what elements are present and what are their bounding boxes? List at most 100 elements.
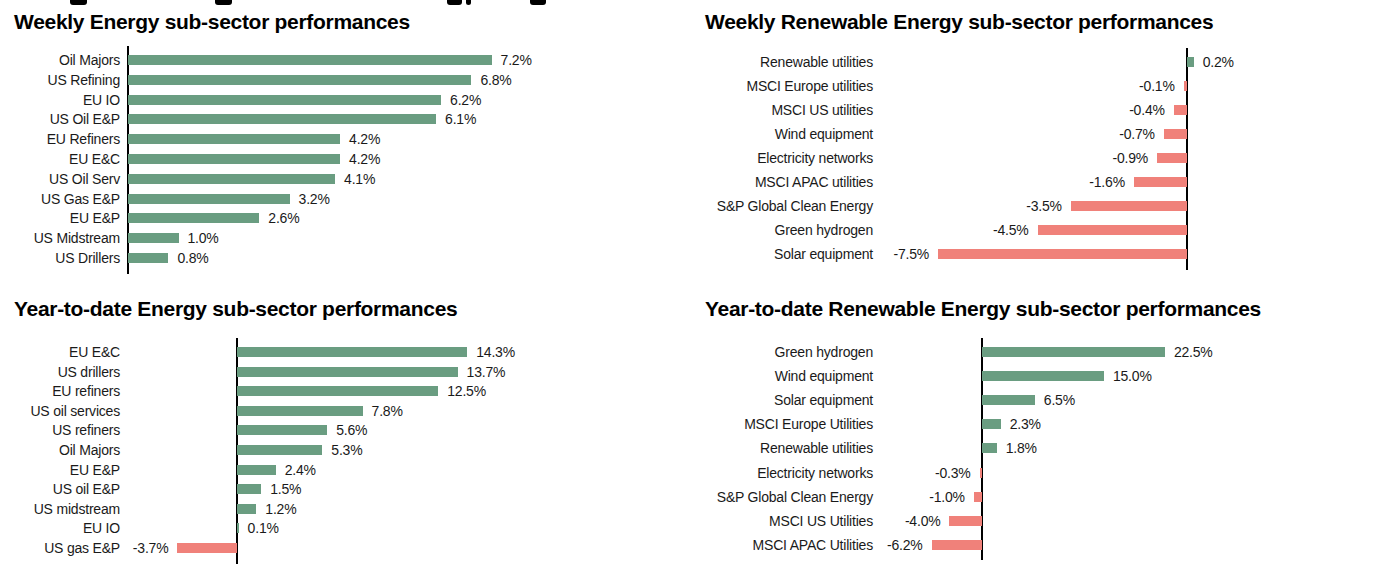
value-label: 2.6%	[268, 209, 299, 227]
value-label: 4.2%	[349, 150, 380, 168]
cropped-heading-mark	[215, 0, 232, 5]
chart-title: Year-to-date Energy sub-sector performan…	[14, 297, 457, 321]
bar	[128, 154, 340, 164]
value-label: 22.5%	[1174, 343, 1213, 361]
cropped-heading-mark	[70, 0, 87, 5]
chart-title: Weekly Energy sub-sector performances	[14, 10, 410, 34]
value-label: -0.1%	[1139, 77, 1175, 95]
category-label: S&P Global Clean Energy	[705, 197, 873, 215]
category-label: EU E&P	[14, 209, 120, 227]
category-label: EU E&C	[14, 343, 120, 361]
bar	[177, 543, 237, 553]
category-label: EU Refiners	[14, 130, 120, 148]
bar	[1184, 81, 1187, 91]
bar	[128, 95, 441, 105]
bar	[1134, 177, 1187, 187]
category-label: Solar equipment	[705, 391, 873, 409]
bar	[237, 367, 458, 377]
chart-weekly-energy: Weekly Energy sub-sector performances Oi…	[14, 10, 654, 282]
category-label: US Oil E&P	[14, 110, 120, 128]
bar	[237, 484, 261, 494]
bar	[1187, 57, 1194, 67]
value-label: 15.0%	[1113, 367, 1152, 385]
cropped-heading-mark	[466, 0, 471, 5]
bar	[1157, 153, 1187, 163]
cropped-heading-mark	[447, 0, 462, 5]
category-label: US refiners	[14, 421, 120, 439]
category-label: US Oil Serv	[14, 170, 120, 188]
value-label: 13.7%	[467, 363, 506, 381]
bar	[237, 347, 467, 357]
bar	[982, 395, 1035, 405]
bar	[938, 249, 1187, 259]
value-label: 4.1%	[344, 170, 375, 188]
value-label: 0.2%	[1203, 53, 1234, 71]
value-label: 1.8%	[1006, 439, 1037, 457]
category-label: S&P Global Clean Energy	[705, 488, 873, 506]
value-label: -0.3%	[935, 464, 971, 482]
bar	[237, 445, 322, 455]
category-label: Renewable utilities	[705, 53, 873, 71]
value-label: 14.3%	[476, 343, 515, 361]
category-label: US Midstream	[14, 229, 120, 247]
value-label: 6.2%	[450, 91, 481, 109]
value-label: 3.2%	[299, 190, 330, 208]
bar	[128, 114, 436, 124]
chart-title: Year-to-date Renewable Energy sub-sector…	[705, 297, 1261, 321]
value-label: -1.6%	[1089, 173, 1125, 191]
value-label: 5.3%	[331, 441, 362, 459]
bar	[128, 55, 492, 65]
value-label: 6.1%	[445, 110, 476, 128]
value-label: -3.7%	[133, 539, 169, 557]
category-label: Green hydrogen	[705, 343, 873, 361]
bar	[128, 253, 168, 263]
value-label: 0.8%	[177, 249, 208, 267]
category-label: EU refiners	[14, 382, 120, 400]
category-label: US oil services	[14, 402, 120, 420]
category-label: US Refining	[14, 71, 120, 89]
category-label: MSCI Europe Utilities	[705, 415, 873, 433]
value-label: -0.7%	[1119, 125, 1155, 143]
cropped-heading-mark	[530, 0, 546, 5]
value-label: -0.9%	[1113, 149, 1149, 167]
chart-title: Weekly Renewable Energy sub-sector perfo…	[705, 10, 1213, 34]
bar	[982, 419, 1001, 429]
bar	[1164, 129, 1187, 139]
value-label: 4.2%	[349, 130, 380, 148]
value-label: 1.0%	[188, 229, 219, 247]
category-label: EU E&C	[14, 150, 120, 168]
category-label: US Drillers	[14, 249, 120, 267]
bar	[982, 347, 1165, 357]
bar	[982, 371, 1104, 381]
category-label: US gas E&P	[14, 539, 120, 557]
bar	[974, 492, 982, 502]
value-label: -1.0%	[929, 488, 965, 506]
value-label: -4.0%	[905, 512, 941, 530]
category-label: MSCI Europe utilities	[705, 77, 873, 95]
value-label: 6.5%	[1044, 391, 1075, 409]
value-label: 7.2%	[501, 51, 532, 69]
category-label: Oil Majors	[14, 441, 120, 459]
chart-ytd-energy: Year-to-date Energy sub-sector performan…	[14, 297, 654, 577]
value-label: 7.8%	[372, 402, 403, 420]
bar	[982, 443, 997, 453]
bar	[237, 406, 363, 416]
bar	[237, 425, 327, 435]
bar	[980, 468, 982, 478]
value-label: 0.1%	[248, 519, 279, 537]
value-label: 1.2%	[265, 500, 296, 518]
bar	[128, 233, 179, 243]
value-label: -7.5%	[893, 245, 929, 263]
bar	[932, 540, 982, 550]
bar	[128, 174, 335, 184]
value-label: -6.2%	[887, 536, 923, 554]
value-label: 1.5%	[270, 480, 301, 498]
category-label: US drillers	[14, 363, 120, 381]
category-label: Green hydrogen	[705, 221, 873, 239]
category-label: EU IO	[14, 519, 120, 537]
value-label: 2.3%	[1010, 415, 1041, 433]
bar	[128, 134, 340, 144]
bar	[128, 213, 259, 223]
bar	[237, 523, 239, 533]
page: Weekly Energy sub-sector performances Oi…	[0, 0, 1385, 588]
